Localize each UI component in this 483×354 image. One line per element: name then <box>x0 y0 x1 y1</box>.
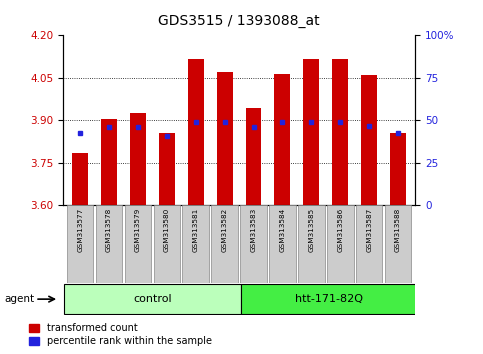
Bar <box>327 205 354 283</box>
Text: control: control <box>133 294 171 304</box>
Bar <box>269 205 296 283</box>
Bar <box>125 205 151 283</box>
Text: GSM313587: GSM313587 <box>366 208 372 252</box>
Text: agent: agent <box>5 294 35 304</box>
Text: GSM313580: GSM313580 <box>164 208 170 252</box>
Text: htt-171-82Q: htt-171-82Q <box>295 294 363 304</box>
Bar <box>361 75 377 205</box>
Bar <box>240 205 267 283</box>
Text: GSM313581: GSM313581 <box>193 208 199 252</box>
Text: GSM313586: GSM313586 <box>337 208 343 252</box>
Text: GDS3515 / 1393088_at: GDS3515 / 1393088_at <box>158 14 320 28</box>
Text: GSM313579: GSM313579 <box>135 208 141 252</box>
Text: GSM313588: GSM313588 <box>395 208 401 252</box>
Bar <box>298 205 325 283</box>
Bar <box>390 133 406 205</box>
Bar <box>274 74 290 205</box>
Bar <box>183 205 209 283</box>
Bar <box>217 72 233 205</box>
Bar <box>303 59 319 205</box>
Bar <box>241 284 417 314</box>
Bar <box>159 133 175 205</box>
Bar <box>154 205 180 283</box>
Text: GSM313578: GSM313578 <box>106 208 112 252</box>
Bar <box>64 284 241 314</box>
Bar <box>188 59 204 205</box>
Bar <box>96 205 122 283</box>
Bar <box>245 108 261 205</box>
Text: GSM313585: GSM313585 <box>308 208 314 252</box>
Text: GSM313577: GSM313577 <box>77 208 83 252</box>
Bar <box>356 205 383 283</box>
Bar <box>130 113 146 205</box>
Text: GSM313584: GSM313584 <box>280 208 285 252</box>
Bar <box>385 205 412 283</box>
Legend: transformed count, percentile rank within the sample: transformed count, percentile rank withi… <box>29 324 212 346</box>
Bar <box>212 205 238 283</box>
Bar <box>101 119 117 205</box>
Text: GSM313583: GSM313583 <box>251 208 256 252</box>
Bar <box>67 205 93 283</box>
Text: GSM313582: GSM313582 <box>222 208 227 252</box>
Bar <box>332 59 348 205</box>
Bar <box>72 153 88 205</box>
